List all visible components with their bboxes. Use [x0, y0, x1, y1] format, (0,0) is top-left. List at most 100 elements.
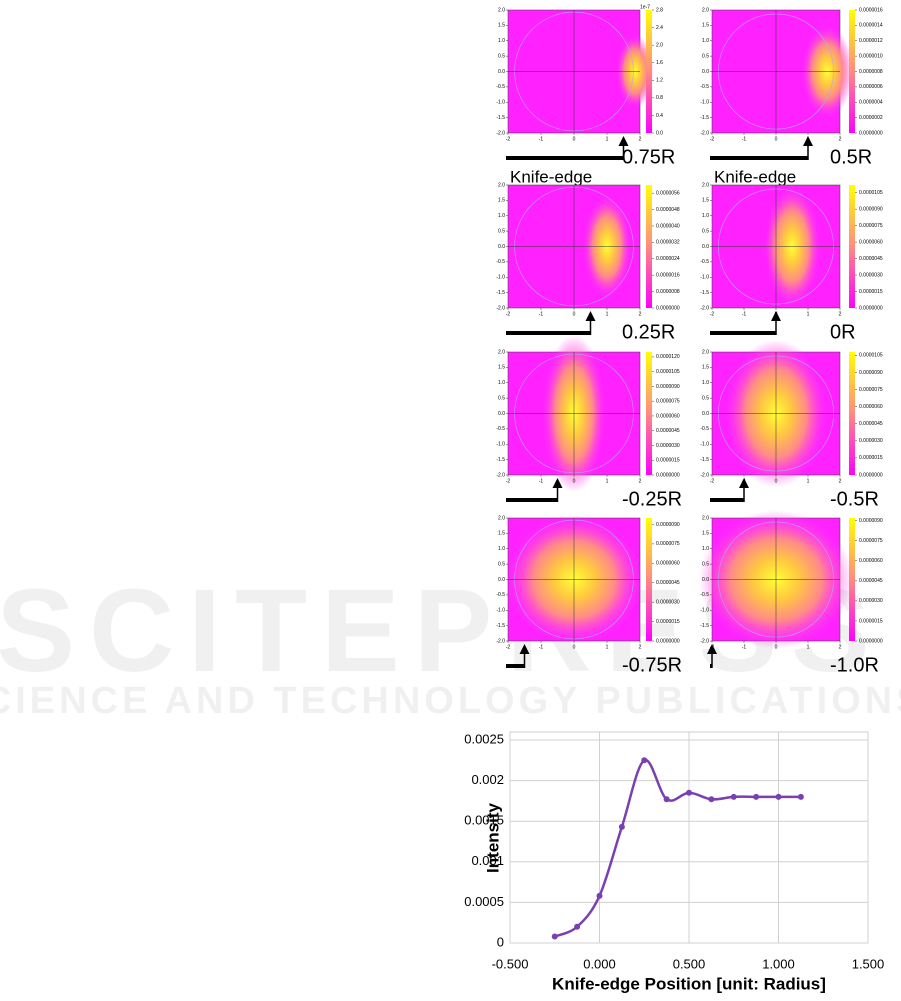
- y-tick-label: 0.5: [498, 53, 505, 59]
- data-point: [574, 923, 581, 930]
- y-tick-label: -2.0: [496, 472, 505, 478]
- colorbar-tick-label: 0.0000030: [859, 598, 883, 604]
- colorbar-tick-label: 0.8: [656, 95, 663, 101]
- y-tick-label: -0.5: [700, 592, 709, 598]
- colorbar-tick-label: 0.4: [656, 113, 663, 119]
- colorbar-tick-label: 0.0000030: [859, 438, 883, 444]
- data-point: [730, 793, 737, 800]
- y-tick-label: -1.5: [700, 115, 709, 121]
- panel-label: 0.5R: [830, 146, 872, 168]
- x-tick-label: 0.500: [673, 956, 706, 971]
- y-tick-label: -1.0: [496, 442, 505, 448]
- y-tick-label: 0.5: [498, 228, 505, 234]
- x-tick-label: 0.000: [583, 956, 616, 971]
- colorbar-tick-label: 0.0000014: [859, 23, 883, 29]
- y-tick-label: 0.0: [498, 577, 505, 583]
- y-tick-label: -1.0: [700, 442, 709, 448]
- x-tick-label: 2: [839, 644, 842, 650]
- colorbar-tick-label: 0.0000015: [656, 619, 680, 625]
- colorbar-tick-label: 0.0000030: [859, 272, 883, 278]
- panel-label: 0.75R: [622, 146, 675, 168]
- knife-arrow: [803, 136, 813, 146]
- y-tick-label: 1.0: [702, 38, 709, 44]
- colorbar-tick-label: 0.0000024: [656, 256, 680, 262]
- colorbar-tick-label: 0.0000060: [656, 561, 680, 567]
- knife-label: Knife-edge: [714, 167, 796, 186]
- colorbar-tick-label: 0.0000016: [656, 273, 680, 279]
- x-tick-label: -1: [539, 136, 544, 142]
- knife-label: Knife-edge: [510, 167, 592, 186]
- colorbar-tick-label: 0.0000045: [859, 421, 883, 427]
- x-tick-label: 0: [775, 136, 778, 142]
- x-tick-label: 1.500: [852, 956, 885, 971]
- x-tick-label: -2: [710, 478, 715, 484]
- y-tick-label: -1.0: [496, 608, 505, 614]
- colorbar-tick-label: 0.0000008: [859, 69, 883, 75]
- colorbar-tick-label: 0.0000015: [859, 618, 883, 624]
- colorbar-tick-label: 0.0000060: [656, 413, 680, 419]
- x-tick-label: 2: [839, 478, 842, 484]
- y-tick-label: -2.0: [700, 472, 709, 478]
- colorbar-tick-label: 0.0000090: [859, 518, 883, 524]
- y-tick-label: 1.0: [498, 213, 505, 219]
- y-tick-label: -1.5: [700, 623, 709, 629]
- y-tick-label: 1.5: [498, 23, 505, 29]
- knife-arrow: [618, 136, 629, 146]
- x-tick-label: -2: [506, 311, 511, 317]
- y-tick-label: 1.0: [498, 380, 505, 386]
- y-tick-label: 2.0: [702, 349, 709, 355]
- colorbar: [849, 185, 855, 308]
- colorbar-tick-label: 0.0000105: [859, 353, 883, 359]
- y-tick-label: 1.5: [498, 365, 505, 371]
- y-tick-label: 0.5: [498, 561, 505, 567]
- y-tick-label: 1.5: [498, 198, 505, 204]
- y-tick-label: 2.0: [702, 182, 709, 188]
- series-line: [554, 759, 801, 938]
- x-tick-label: 1: [606, 644, 609, 650]
- knife-arrow: [585, 311, 596, 321]
- data-point: [618, 823, 625, 830]
- x-tick-label: 0: [573, 644, 576, 650]
- colorbar-tick-label: 0.0000120: [656, 354, 680, 360]
- y-tick-label: 0.001: [471, 853, 504, 868]
- y-tick-label: -0.5: [700, 84, 709, 90]
- x-tick-label: -2: [710, 136, 715, 142]
- x-tick-label: -2: [506, 136, 511, 142]
- data-point: [551, 933, 558, 940]
- data-point: [708, 796, 715, 803]
- x-tick-label: 2: [839, 136, 842, 142]
- watermark-subtitle: SCIENCE AND TECHNOLOGY PUBLICATIONS: [0, 680, 901, 722]
- panel-label: 0.25R: [622, 321, 675, 343]
- y-tick-label: 1.5: [702, 198, 709, 204]
- x-tick-label: -2: [506, 478, 511, 484]
- x-tick-label: 1: [606, 478, 609, 484]
- x-tick-label: -1: [539, 311, 544, 317]
- y-axis-label: Intensity: [483, 803, 502, 873]
- y-tick-label: -1.0: [700, 608, 709, 614]
- y-tick-label: 2.0: [702, 7, 709, 13]
- y-tick-label: -1.5: [496, 290, 505, 296]
- y-tick-label: 2.0: [498, 182, 505, 188]
- colorbar-tick-label: 0.0000000: [656, 305, 680, 311]
- y-tick-label: 0.5: [702, 228, 709, 234]
- x-tick-label: -0.500: [492, 956, 529, 971]
- y-tick-label: 0.5: [702, 53, 709, 59]
- y-tick-label: 0.0: [498, 411, 505, 417]
- y-tick-label: 1.0: [702, 380, 709, 386]
- y-tick-label: -2.0: [496, 305, 505, 311]
- y-tick-label: 0.0005: [464, 894, 504, 909]
- y-tick-label: 0.0: [702, 69, 709, 75]
- colorbar: [849, 518, 855, 641]
- y-tick-label: -1.0: [700, 275, 709, 281]
- colorbar-tick-label: 0.0000075: [656, 541, 680, 547]
- y-tick-label: -0.5: [700, 426, 709, 432]
- colorbar-tick-label: 0.0000090: [656, 522, 680, 528]
- knife-arrow: [739, 478, 749, 488]
- x-tick-label: 1: [807, 311, 810, 317]
- colorbar-tick-label: 0.0000015: [656, 458, 680, 464]
- x-tick-label: 1: [606, 311, 609, 317]
- colorbar-tick-label: 0.0000000: [859, 305, 883, 311]
- y-tick-label: -0.5: [496, 259, 505, 265]
- x-axis-label: Knife-edge Position [unit: Radius]: [552, 974, 826, 993]
- y-tick-label: -1.5: [700, 290, 709, 296]
